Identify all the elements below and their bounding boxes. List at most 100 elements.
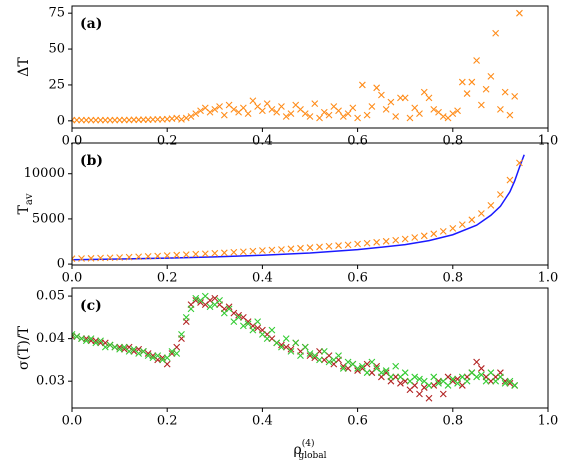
marker xyxy=(358,81,366,89)
marker xyxy=(287,348,295,355)
marker xyxy=(406,114,414,122)
x-tick-label: 0.4 xyxy=(252,134,273,149)
y-axis-label: ΔT xyxy=(16,57,32,77)
panel-label: (a) xyxy=(80,16,102,32)
marker xyxy=(344,110,352,118)
marker xyxy=(116,254,123,261)
marker xyxy=(354,240,361,248)
marker xyxy=(397,379,404,387)
marker xyxy=(168,348,176,355)
x-tick-label: 0.6 xyxy=(347,271,368,286)
marker xyxy=(268,105,276,113)
marker xyxy=(449,110,457,118)
marker xyxy=(425,394,433,402)
marker xyxy=(92,339,100,347)
marker xyxy=(306,244,314,251)
line xyxy=(72,154,525,261)
y-axis-label: σ(T)/T xyxy=(16,325,32,370)
marker xyxy=(416,110,423,118)
marker xyxy=(501,88,509,96)
x-tick-label: 0.4 xyxy=(252,271,273,286)
y-tick-label: 25 xyxy=(48,77,65,92)
marker xyxy=(497,105,504,113)
marker xyxy=(458,221,466,228)
x-axis-label-part: global xyxy=(298,451,326,461)
marker xyxy=(197,107,204,115)
axes-frame xyxy=(71,287,549,409)
x-tick-label: 0.4 xyxy=(252,414,273,429)
marker xyxy=(454,107,461,115)
axes-frame xyxy=(71,142,549,266)
marker xyxy=(235,311,242,319)
marker xyxy=(325,111,333,119)
x-tick-label: 0.2 xyxy=(157,414,178,429)
plot-area xyxy=(72,154,525,263)
marker xyxy=(211,105,219,113)
marker xyxy=(316,114,323,122)
panel-label: (c) xyxy=(80,298,102,314)
marker xyxy=(344,358,352,366)
marker xyxy=(278,103,285,110)
marker xyxy=(301,343,309,351)
marker xyxy=(78,335,85,343)
marker xyxy=(487,369,495,377)
marker xyxy=(135,350,143,357)
marker xyxy=(387,98,395,106)
marker xyxy=(173,350,181,357)
marker xyxy=(192,110,200,118)
marker xyxy=(420,232,428,240)
marker xyxy=(325,358,333,366)
x-tick-label: 1.0 xyxy=(538,271,559,286)
marker xyxy=(511,382,519,389)
marker xyxy=(516,159,523,167)
marker xyxy=(78,255,85,262)
marker xyxy=(263,335,271,343)
marker xyxy=(287,345,295,353)
marker xyxy=(420,384,428,391)
marker xyxy=(201,250,209,258)
marker xyxy=(187,113,195,120)
y-tick-label: 5000 xyxy=(32,211,65,226)
marker xyxy=(297,352,304,360)
marker xyxy=(477,371,485,379)
marker xyxy=(320,348,328,355)
marker xyxy=(154,252,162,260)
marker xyxy=(178,115,185,123)
marker xyxy=(268,326,276,334)
marker xyxy=(382,367,390,374)
marker xyxy=(259,247,266,254)
x-tick-label: 0.8 xyxy=(442,414,463,429)
x-tick-label: 0.0 xyxy=(62,134,83,149)
marker xyxy=(259,107,266,115)
marker xyxy=(144,253,152,260)
marker xyxy=(373,84,381,92)
marker xyxy=(420,88,428,96)
marker xyxy=(149,354,157,362)
marker xyxy=(444,382,452,389)
marker xyxy=(439,390,447,398)
marker xyxy=(435,379,442,387)
marker xyxy=(101,343,109,351)
y-tick-label: 0.04 xyxy=(36,331,65,346)
x-tick-label: 0.6 xyxy=(347,134,368,149)
y-axis-label-part: av xyxy=(24,193,35,205)
marker xyxy=(392,236,400,244)
y-axis-label-part: σ(T)/T xyxy=(16,325,32,370)
marker xyxy=(511,93,519,100)
x-tick-label: 0.0 xyxy=(62,271,83,286)
marker xyxy=(416,375,423,383)
marker xyxy=(382,237,390,245)
marker xyxy=(411,104,419,112)
marker xyxy=(225,303,233,311)
marker xyxy=(344,241,352,249)
marker xyxy=(335,242,342,249)
marker xyxy=(173,251,181,259)
marker xyxy=(135,253,143,261)
marker xyxy=(482,377,490,385)
marker xyxy=(230,248,238,256)
marker xyxy=(363,239,371,247)
marker xyxy=(506,111,514,119)
marker xyxy=(516,9,523,17)
marker xyxy=(97,337,104,345)
marker xyxy=(378,369,385,377)
